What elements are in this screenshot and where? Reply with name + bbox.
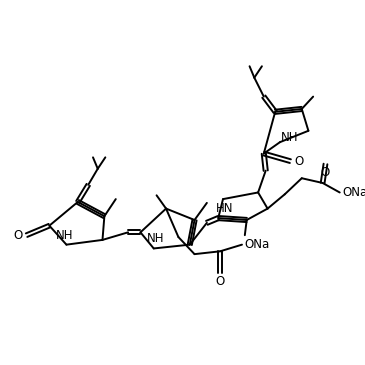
Text: NH: NH (147, 233, 164, 245)
Text: O: O (14, 228, 23, 242)
Text: NH: NH (56, 228, 73, 242)
Text: ONa: ONa (245, 238, 270, 251)
Text: O: O (215, 275, 225, 288)
Text: O: O (294, 155, 304, 168)
Text: HN: HN (216, 202, 234, 215)
Text: ONa: ONa (342, 186, 365, 199)
Text: NH: NH (281, 131, 298, 144)
Text: O: O (321, 166, 330, 179)
